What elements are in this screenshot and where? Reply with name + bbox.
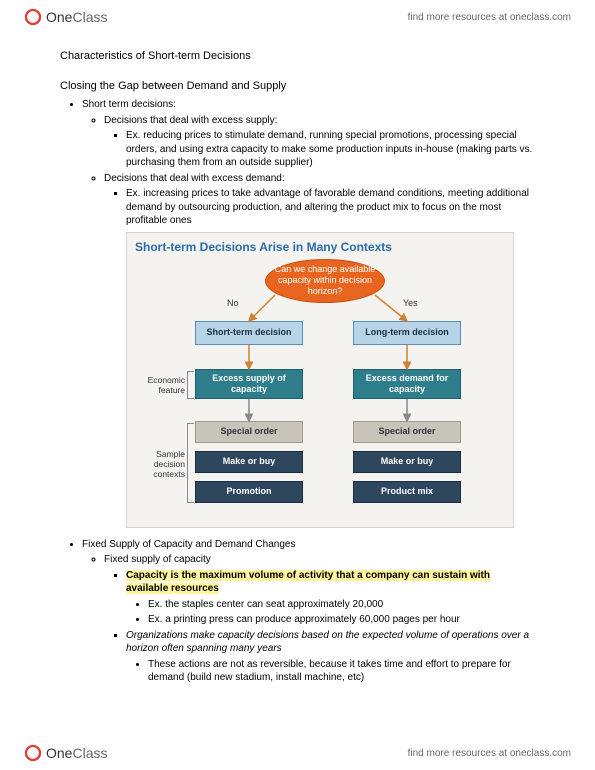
logo: OneClass [24, 8, 107, 26]
chart-node-root: Can we change available capacity within … [265, 259, 385, 303]
text: Decisions that deal with excess demand: [104, 173, 285, 184]
chart-node-special_l: Special order [195, 421, 303, 443]
footer-tagline: find more resources at oneclass.com [408, 748, 571, 759]
logo-text-one: One [46, 745, 72, 761]
text: Decisions that deal with excess supply: [104, 115, 277, 126]
text: These actions are not as reversible, bec… [148, 659, 511, 684]
document-title: Characteristics of Short-term Decisions [60, 50, 535, 62]
text: Fixed Supply of Capacity and Demand Chan… [82, 539, 295, 550]
list-item: These actions are not as reversible, bec… [148, 658, 535, 685]
logo-text-one: One [46, 9, 72, 25]
text: Ex. the staples center can seat approxim… [148, 599, 383, 610]
chart-node-make_l: Make or buy [195, 451, 303, 473]
page-footer: OneClass find more resources at oneclass… [0, 736, 595, 770]
list-item: Ex. the staples center can seat approxim… [148, 598, 535, 612]
flowchart: Short-term Decisions Arise in Many Conte… [126, 232, 514, 528]
list-item: Ex. reducing prices to stimulate demand,… [126, 129, 535, 170]
logo-icon [24, 8, 42, 26]
chart-node-make_r: Make or buy [353, 451, 461, 473]
chart-bracket [187, 371, 194, 399]
logo-icon [24, 744, 42, 762]
list-item: Ex. a printing press can produce approxi… [148, 613, 535, 627]
chart-node-long: Long-term decision [353, 321, 461, 345]
chart-label-sample: Sample decision contexts [135, 449, 185, 480]
header-tagline: find more resources at oneclass.com [408, 12, 571, 23]
list-item: Fixed Supply of Capacity and Demand Chan… [82, 538, 535, 685]
text: Ex. increasing prices to take advantage … [126, 188, 529, 226]
list-item: Capacity is the maximum volume of activi… [126, 569, 535, 627]
text: Short term decisions: [82, 99, 176, 110]
chart-body: Can we change available capacity within … [135, 259, 505, 517]
chart-label-economic: Economic feature [135, 375, 185, 395]
chart-node-no: No [227, 297, 239, 309]
list-item: Short term decisions: Decisions that dea… [82, 98, 535, 528]
highlighted-text: Capacity is the maximum volume of activi… [126, 570, 490, 595]
text: Fixed supply of capacity [104, 554, 211, 565]
logo: OneClass [24, 744, 107, 762]
document-content: Characteristics of Short-term Decisions … [60, 50, 535, 687]
chart-bracket [187, 423, 194, 503]
list-item: Decisions that deal with excess demand: … [104, 172, 535, 528]
chart-title: Short-term Decisions Arise in Many Conte… [135, 239, 505, 255]
chart-node-excess_demand: Excess demand for capacity [353, 369, 461, 399]
list-item: Ex. increasing prices to take advantage … [126, 187, 535, 528]
logo-text-class: Class [72, 9, 107, 25]
page-header: OneClass find more resources at oneclass… [0, 0, 595, 34]
list-item: Decisions that deal with excess supply: … [104, 114, 535, 170]
list-item: Organizations make capacity decisions ba… [126, 629, 535, 685]
text: Ex. a printing press can produce approxi… [148, 614, 460, 625]
text: Ex. reducing prices to stimulate demand,… [126, 130, 532, 168]
chart-node-yes: Yes [403, 297, 418, 309]
list-item: Fixed supply of capacity Capacity is the… [104, 553, 535, 685]
section-heading: Closing the Gap between Demand and Suppl… [60, 80, 535, 92]
chart-node-excess_supply: Excess supply of capacity [195, 369, 303, 399]
chart-node-special_r: Special order [353, 421, 461, 443]
chart-node-mix: Product mix [353, 481, 461, 503]
chart-node-short: Short-term decision [195, 321, 303, 345]
chart-node-promo: Promotion [195, 481, 303, 503]
italic-text: Organizations make capacity decisions ba… [126, 630, 529, 655]
logo-text-class: Class [72, 745, 107, 761]
